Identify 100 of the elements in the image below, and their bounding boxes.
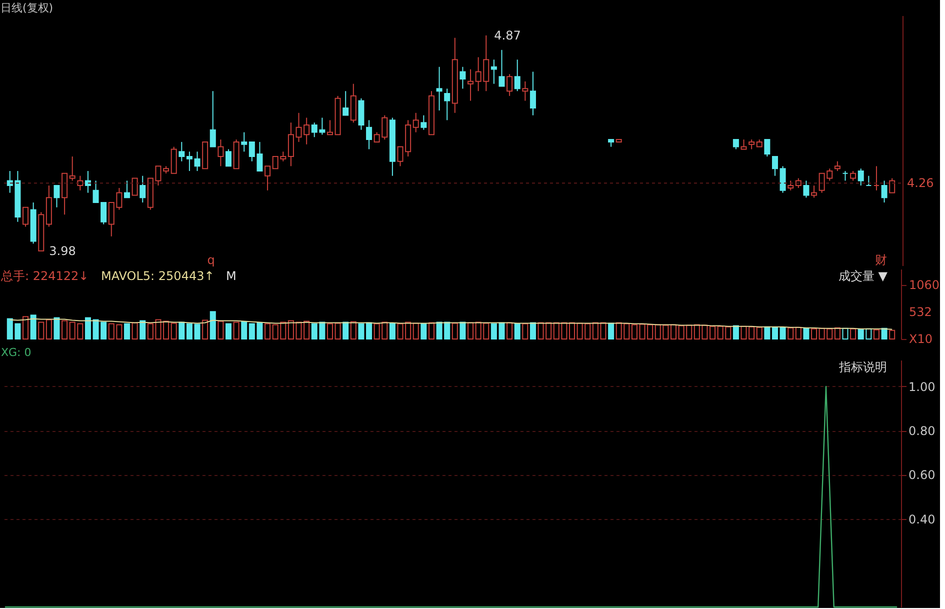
y-tick-label: 0.80	[908, 424, 936, 438]
candlestick	[772, 156, 778, 176]
bar	[288, 320, 294, 340]
annotation: 3.98	[49, 244, 76, 258]
candlestick	[444, 88, 450, 121]
bar	[756, 326, 762, 340]
bar	[226, 323, 232, 340]
candlestick	[873, 166, 880, 191]
bar	[468, 322, 474, 340]
candlestick	[132, 178, 138, 196]
bar	[132, 322, 138, 340]
bar	[46, 319, 52, 340]
bar	[803, 328, 810, 340]
candlestick	[748, 139, 755, 150]
bar	[54, 317, 60, 340]
candlestick	[858, 168, 864, 186]
candlestick	[264, 166, 271, 191]
candlestick	[54, 185, 60, 208]
annotation: MAVOL5: 250443↑	[101, 269, 214, 283]
candlestick	[490, 59, 497, 84]
candlestick	[834, 160, 840, 172]
bar	[140, 320, 146, 340]
bar	[194, 324, 200, 340]
bar	[460, 322, 466, 340]
bar	[780, 326, 786, 340]
candlestick	[412, 112, 419, 133]
bar	[569, 322, 576, 340]
candlestick	[241, 132, 248, 152]
bar	[84, 317, 91, 340]
bar	[389, 322, 396, 340]
chart-title: 日线(复权)	[0, 2, 54, 14]
candlestick	[881, 180, 888, 203]
bar	[334, 322, 341, 340]
bar	[342, 322, 349, 340]
bar	[241, 321, 248, 340]
candlestick	[84, 170, 91, 194]
bar	[62, 320, 68, 340]
chart-title: XG: 0	[1, 346, 32, 359]
y-tick-label: X10	[909, 332, 932, 346]
bar	[218, 320, 224, 340]
candlestick	[506, 74, 513, 96]
text: q	[207, 253, 215, 267]
candlestick	[226, 148, 232, 167]
candlestick	[124, 180, 130, 198]
candlestick	[889, 178, 896, 194]
bar	[412, 322, 419, 340]
candlestick	[795, 178, 802, 188]
candlestick	[288, 122, 294, 167]
candlestick	[22, 206, 29, 228]
candlestick	[342, 90, 349, 116]
y-tick-label: 0.60	[908, 468, 936, 482]
y-tick-label: 1.00	[908, 380, 936, 394]
candlestick	[69, 156, 76, 182]
candlestick	[178, 141, 185, 162]
candlestick	[530, 71, 536, 116]
bar	[170, 322, 177, 340]
bar	[264, 323, 271, 340]
annotation: 总手: 224122↓	[0, 269, 89, 283]
annotation: 4.87	[494, 28, 521, 42]
annotation: M	[226, 269, 236, 283]
candlestick	[420, 114, 427, 130]
candlestick	[811, 185, 818, 198]
bar	[202, 320, 208, 340]
y-tick-label: 1060	[909, 278, 940, 292]
ref-line-label: 4.26	[907, 176, 934, 190]
bar	[795, 326, 802, 340]
candlestick	[186, 151, 192, 172]
bar	[30, 314, 36, 340]
bar	[772, 326, 778, 340]
candlestick	[514, 59, 520, 92]
bar	[326, 323, 333, 340]
bar	[670, 324, 676, 340]
bar	[233, 322, 240, 340]
candlestick	[522, 80, 528, 102]
annotation: 成交量 ▼	[838, 269, 888, 283]
candlestick	[460, 66, 466, 90]
bar	[452, 322, 458, 340]
y-tick-label: 0.40	[908, 512, 936, 526]
bar	[710, 326, 716, 340]
bar	[178, 322, 185, 340]
bar	[788, 327, 794, 340]
bar	[881, 328, 888, 340]
bar	[428, 322, 434, 340]
candlestick	[498, 49, 505, 87]
candlestick	[780, 166, 786, 194]
candlestick	[842, 170, 848, 182]
bar	[522, 323, 528, 340]
candlestick	[850, 170, 856, 182]
bar	[358, 323, 364, 340]
candlestick	[866, 175, 872, 186]
candlestick	[194, 151, 200, 172]
candlestick	[140, 175, 146, 203]
bar	[889, 330, 896, 340]
line-series	[9, 318, 893, 330]
candlestick	[77, 175, 84, 191]
bar	[22, 316, 29, 340]
bar	[873, 329, 880, 340]
bar	[38, 322, 44, 340]
bar	[210, 311, 216, 340]
text: 财	[875, 253, 887, 267]
